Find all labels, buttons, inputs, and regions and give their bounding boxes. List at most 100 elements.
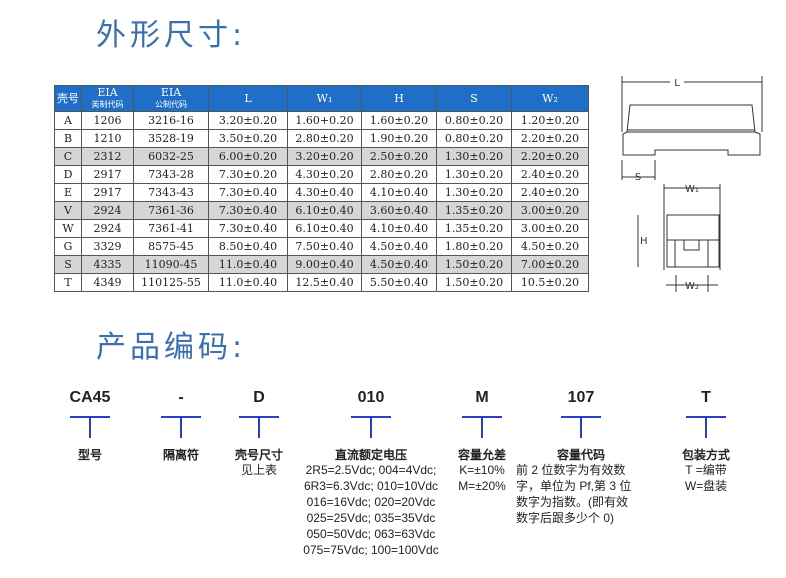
table-cell: 1210: [81, 129, 134, 148]
code-value: -: [178, 389, 184, 406]
table-row: B 1210 3528-19 3.50±0.20 2.80±0.20 1.90±0.20 0…: [54, 129, 589, 148]
table-cell: 4.10±0.40: [361, 219, 437, 238]
table-cell: 9.00±0.40: [287, 255, 362, 274]
table-cell: 1.90±0.20: [361, 129, 437, 148]
table-cell: D: [54, 165, 82, 184]
dimensions-table: 壳号 EIA 英制代码 EIA 公制代码 L W₁ H S W₂ A 1206 3216-16 3.20±…: [54, 85, 589, 292]
table-cell: W: [54, 219, 82, 238]
table-cell: B: [54, 129, 82, 148]
table-cell: 7.30±0.40: [208, 183, 288, 202]
table-row: E 2917 7343-43 7.30±0.40 4.30±0.40 4.10±0.40 1…: [54, 183, 589, 202]
header-sublabel: 英制代码: [91, 99, 124, 109]
table-cell: 2312: [81, 147, 134, 166]
tee-connector: [422, 416, 542, 438]
label-L: L: [674, 78, 680, 89]
table-cell: 6032-25: [133, 147, 209, 166]
table-cell: 11.0±0.40: [208, 273, 288, 292]
table-row: A 1206 3216-16 3.20±0.20 1.60+0.20 1.60±0.20 0…: [54, 111, 589, 130]
code-description: W=盘装: [684, 479, 728, 493]
table-cell: 3.20±0.20: [287, 147, 362, 166]
table-cell: 7.30±0.40: [208, 201, 288, 220]
code-segment: T 包装方式 T =编带 W=盘装: [646, 388, 766, 494]
header-label: W₁: [316, 91, 333, 105]
table-row: S 4335 11090-45 11.0±0.40 9.00±0.40 4.50±0.40…: [54, 255, 589, 274]
code-segment: CA45 型号: [30, 388, 150, 462]
code-description: 6R3=6.3Vdc; 010=10Vdc: [303, 479, 439, 493]
table-cell: 2924: [81, 201, 134, 220]
code-value: 010: [357, 389, 385, 406]
code-description: K=±10%: [459, 463, 505, 477]
table-row: C 2312 6032-25 6.00±0.20 3.20±0.20 2.50±0.20 1…: [54, 147, 589, 166]
table-cell: 1206: [81, 111, 134, 130]
table-cell: 5.50±0.40: [361, 273, 437, 292]
table-cell: S: [54, 255, 82, 274]
dimensions-title: 外形尺寸:: [96, 18, 247, 53]
tee-connector: [199, 416, 319, 438]
table-cell: 1.60±0.20: [361, 111, 437, 130]
table-cell: 3329: [81, 237, 134, 256]
code-description: 025=25Vdc; 035=35Vdc: [306, 511, 436, 525]
table-cell: 7.00±0.20: [511, 255, 589, 274]
tee-connector: [311, 416, 441, 438]
code-description: T =编带: [685, 463, 727, 477]
table-cell: 8.50±0.40: [208, 237, 288, 256]
column-header: W₂: [511, 85, 589, 112]
table-cell: 4.50±0.40: [361, 237, 437, 256]
table-cell: 2.20±0.20: [511, 129, 589, 148]
tee-connector: [521, 416, 646, 438]
header-label: S: [470, 91, 478, 105]
code-label: 包装方式: [681, 448, 730, 462]
code-label: 容量代码: [556, 448, 605, 462]
table-cell: 1.50±0.20: [436, 273, 512, 292]
table-cell: 8575-45: [133, 237, 209, 256]
table-cell: 1.30±0.20: [436, 183, 512, 202]
code-description: 前 2 位数字为有效数: [516, 463, 626, 477]
code-description: 075=75Vdc; 100=100Vdc: [303, 543, 439, 557]
table-cell: 110125-55: [133, 273, 209, 292]
table-cell: C: [54, 147, 82, 166]
code-segment: 010 直流额定电压 2R5=2.5Vdc; 004=4Vdc; 6R3=6.3Vdc…: [301, 388, 441, 558]
table-cell: 7361-41: [133, 219, 209, 238]
table-cell: 4.30±0.20: [287, 165, 362, 184]
table-row: T 4349 110125-55 11.0±0.40 12.5±0.40 5.50±0.4…: [54, 273, 589, 292]
column-header: S: [436, 85, 512, 112]
table-cell: T: [54, 273, 82, 292]
table-cell: 2917: [81, 165, 134, 184]
tee-connector: [30, 416, 150, 438]
table-cell: 2917: [81, 183, 134, 202]
table-cell: 10.5±0.20: [511, 273, 589, 292]
table-cell: 7.30±0.20: [208, 165, 288, 184]
code-description: 见上表: [240, 463, 277, 477]
column-header: L: [208, 85, 288, 112]
label-W1: W₁: [685, 184, 699, 195]
table-cell: 2.50±0.20: [361, 147, 437, 166]
code-description: 数字为指数。(即有效: [516, 495, 628, 509]
table-cell: 3.00±0.20: [511, 201, 589, 220]
column-header: EIA 英制代码: [81, 85, 134, 112]
table-cell: 3.50±0.20: [208, 129, 288, 148]
header-label: L: [244, 91, 252, 105]
code-value: 107: [567, 389, 595, 406]
code-value: T: [701, 389, 711, 406]
table-cell: 7343-43: [133, 183, 209, 202]
code-segment: - 隔离符: [121, 388, 241, 462]
table-cell: 2.80±0.20: [361, 165, 437, 184]
table-cell: 3.60±0.40: [361, 201, 437, 220]
code-description: 2R5=2.5Vdc; 004=4Vdc;: [305, 463, 437, 477]
header-label: H: [394, 91, 404, 105]
label-H: H: [640, 236, 648, 247]
table-cell: 2.40±0.20: [511, 165, 589, 184]
part-code-title: 产品编码:: [96, 330, 247, 365]
code-value: M: [475, 389, 489, 406]
table-cell: 4.50±0.40: [361, 255, 437, 274]
table-cell: 4335: [81, 255, 134, 274]
table-cell: 3.20±0.20: [208, 111, 288, 130]
table-cell: 6.10±0.40: [287, 201, 362, 220]
table-cell: 1.20±0.20: [511, 111, 589, 130]
table-cell: 11.0±0.40: [208, 255, 288, 274]
capacitor-dimension-diagram: L S W₁ H W₂: [621, 75, 763, 292]
column-header: 壳号: [54, 85, 82, 112]
column-header: W₁: [287, 85, 362, 112]
table-cell: 4.50±0.20: [511, 237, 589, 256]
